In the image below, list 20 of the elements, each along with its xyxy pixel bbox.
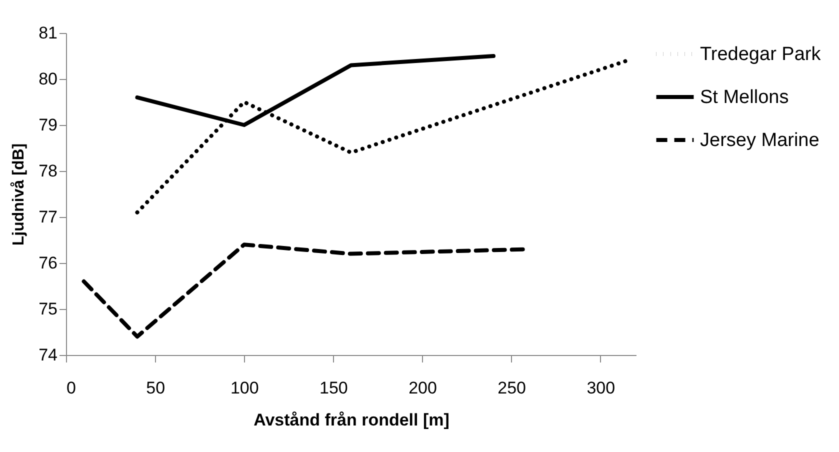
y-axis-title: Ljudnivå [dB] [10,143,28,246]
y-tick-label: 78 [38,162,58,180]
y-tick-label: 77 [38,208,58,226]
x-tick-label: 200 [408,378,437,398]
y-tick-label: 76 [38,254,58,272]
y-tick-label: 74 [38,346,58,364]
legend-label: Jersey Marine [700,130,820,151]
y-tick-label: 75 [38,300,58,318]
x-axis-title: Avstånd från rondell [m] [254,410,450,430]
y-tick-label: 81 [38,24,58,42]
legend-label: Tredegar Park [700,44,822,65]
x-tick-label: 0 [66,378,76,398]
x-tick-label: 250 [498,378,526,398]
x-tick-label: 300 [586,378,616,398]
legend-label: St Mellons [700,87,789,108]
x-tick-label: 50 [146,378,166,398]
y-tick-label: 79 [38,116,58,134]
y-tick-label: 80 [38,70,58,88]
x-tick-label: 150 [320,378,348,398]
x-tick-label: 100 [230,378,259,398]
